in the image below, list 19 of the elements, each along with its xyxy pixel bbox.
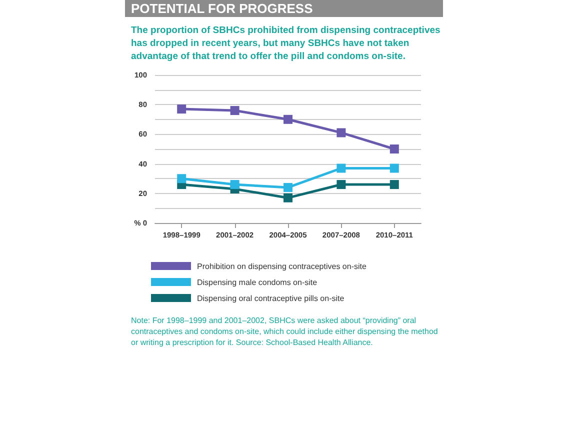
- point: [177, 174, 186, 184]
- point: [390, 180, 399, 190]
- legend-label: Dispensing male condoms on-site: [197, 278, 318, 286]
- chart-subtitle: The proportion of SBHCs prohibited from dispensing contraceptives has dropped in recent years, but many SBHCs have not taken advantage of that trend to offer the pill and condoms on-site.: [131, 24, 442, 63]
- point: [177, 104, 186, 114]
- point: [390, 164, 399, 173]
- point: [336, 180, 346, 190]
- point: [230, 106, 240, 116]
- chart-title: POTENTIAL FOR PROGRESS: [125, 0, 443, 17]
- legend-label: Prohibition on dispensing contraceptives on-site: [197, 262, 366, 270]
- point: [284, 193, 292, 202]
- point: [230, 180, 240, 190]
- point: [336, 128, 346, 138]
- point: [390, 144, 399, 154]
- point: [336, 164, 346, 173]
- point: [284, 182, 292, 192]
- point: [284, 114, 292, 124]
- legend-label: Dispensing oral contraceptive pills on-site: [197, 294, 344, 302]
- text: Note: For 1998–1999 and 2001–2002, SBHCs were asked about “providing” oral contraceptives and condoms on-site, which could include either dispensing the method or writing a prescription for it. Source: School-Based Health Alliance.: [131, 315, 439, 348]
